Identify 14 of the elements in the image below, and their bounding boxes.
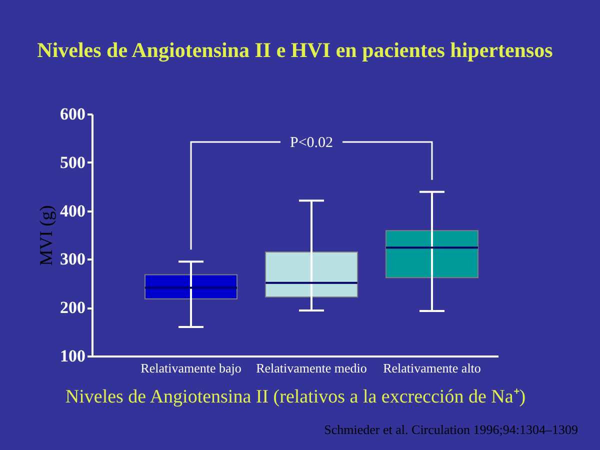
x-tick-label: Relativamente medio: [256, 360, 367, 376]
y-tick-label: 200: [60, 298, 86, 318]
chart-title: Niveles de Angiotensina II e HVI en pacientes hipertensos: [37, 38, 553, 62]
annotation: P<0.02: [290, 135, 334, 151]
x-axis-title: Niveles de Angiotensina II (relativos a la excrección de Na⁺): [65, 386, 526, 408]
text: Schmieder et al. Circulation 1996;94:1304–1309: [324, 422, 578, 437]
y-tick-label: 400: [60, 201, 86, 220]
y-tick-label: 100: [60, 346, 86, 366]
x-tick-label: Relativamente alto: [383, 360, 481, 376]
y-axis-title: MVI (g): [36, 205, 56, 266]
y-tick-label: 300: [60, 250, 86, 269]
y-tick-label: 600: [60, 104, 86, 124]
x-tick-label: Relativamente bajo: [140, 360, 242, 376]
y-tick-label: 500: [60, 152, 86, 172]
